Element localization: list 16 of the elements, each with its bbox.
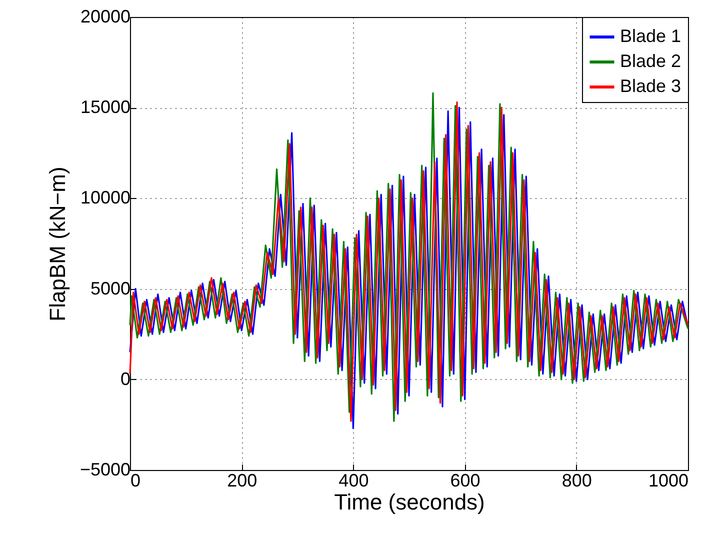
x-tick-label: 600 <box>450 470 480 490</box>
y-tick-label: 5000 <box>90 278 130 298</box>
y-axis-title: FlapBM (kN−m) <box>44 166 70 322</box>
y-tick-label: 15000 <box>80 97 130 118</box>
x-tick-label: 800 <box>562 470 592 490</box>
y-tick-label: 0 <box>120 368 130 389</box>
x-axis-title: Time (seconds) <box>334 490 485 514</box>
y-tick-label: 20000 <box>80 6 130 26</box>
y-tick-label: 10000 <box>80 188 130 208</box>
legend-label: Blade 3 <box>620 76 682 96</box>
x-tick-label: 200 <box>227 470 258 490</box>
y-tick-label: −5000 <box>80 460 130 480</box>
legend-label: Blade 1 <box>620 26 682 46</box>
x-tick-label: 400 <box>338 470 369 490</box>
legend-label: Blade 2 <box>620 51 682 71</box>
x-tick-label: 1000 <box>648 470 688 490</box>
